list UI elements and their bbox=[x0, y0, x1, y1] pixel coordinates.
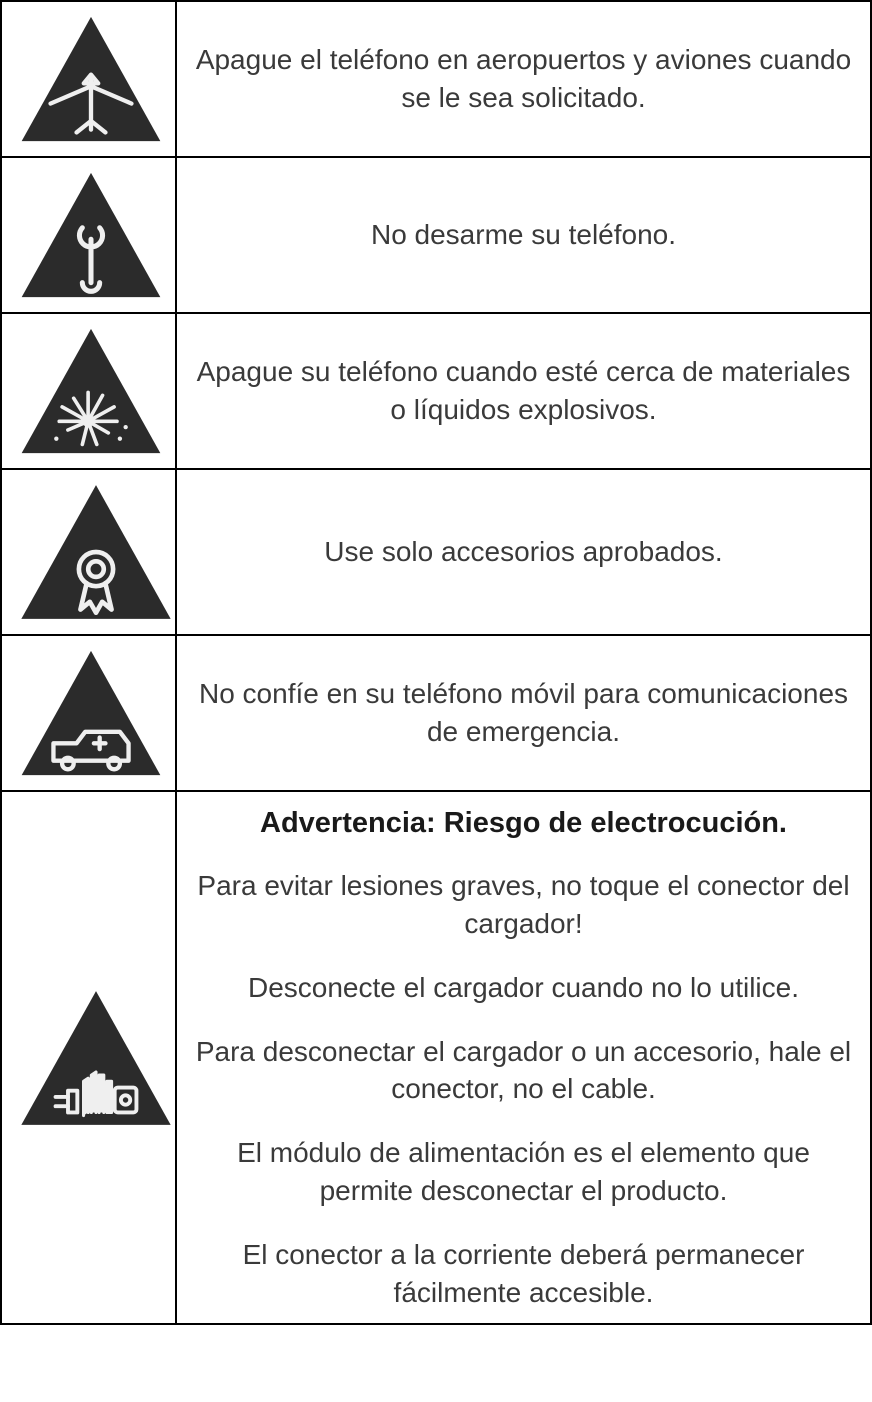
warning-paragraph: Para desconectar el cargador o un acceso… bbox=[191, 1033, 856, 1109]
table-row: Apague el teléfono en aeropuertos y avio… bbox=[1, 1, 871, 157]
icon-cell bbox=[1, 1, 176, 157]
ribbon-icon bbox=[16, 482, 176, 622]
icon-cell bbox=[1, 469, 176, 635]
warning-paragraph: Para evitar lesiones graves, no toque el… bbox=[191, 867, 856, 943]
wrench-icon bbox=[16, 170, 166, 300]
ambulance-icon bbox=[16, 648, 166, 778]
warning-paragraph: Desconecte el cargador cuando no lo util… bbox=[191, 969, 856, 1007]
icon-cell bbox=[1, 791, 176, 1324]
table-row: Advertencia: Riesgo de electrocución. Pa… bbox=[1, 791, 871, 1324]
warning-paragraph: El módulo de alimentación es el elemento… bbox=[191, 1134, 856, 1210]
explosion-icon bbox=[16, 326, 166, 456]
warning-text: Use solo accesorios aprobados. bbox=[176, 469, 871, 635]
warning-text: No confíe en su teléfono móvil para comu… bbox=[176, 635, 871, 791]
safety-warnings-table: Apague el teléfono en aeropuertos y avio… bbox=[0, 0, 872, 1325]
airplane-icon bbox=[16, 14, 166, 144]
warning-text: No desarme su teléfono. bbox=[176, 157, 871, 313]
shock-hand-icon bbox=[16, 988, 176, 1128]
table-row: Apague su teléfono cuando esté cerca de … bbox=[1, 313, 871, 469]
table-row: Use solo accesorios aprobados. bbox=[1, 469, 871, 635]
warning-text: Apague el teléfono en aeropuertos y avio… bbox=[176, 1, 871, 157]
icon-cell bbox=[1, 157, 176, 313]
icon-cell bbox=[1, 313, 176, 469]
warning-text: Apague su teléfono cuando esté cerca de … bbox=[176, 313, 871, 469]
icon-cell bbox=[1, 635, 176, 791]
warning-heading: Advertencia: Riesgo de electrocución. bbox=[191, 804, 856, 843]
table-row: No desarme su teléfono. bbox=[1, 157, 871, 313]
warning-paragraph: El conector a la corriente deberá perman… bbox=[191, 1236, 856, 1312]
warning-text-block: Advertencia: Riesgo de electrocución. Pa… bbox=[176, 791, 871, 1324]
table-row: No confíe en su teléfono móvil para comu… bbox=[1, 635, 871, 791]
